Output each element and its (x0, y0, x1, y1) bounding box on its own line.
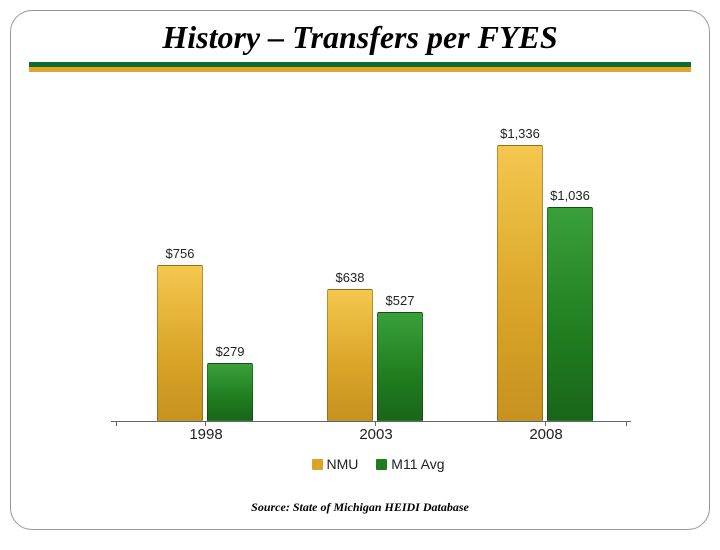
chart-legend: NMU M11 Avg (111, 456, 631, 472)
bar-value-label: $756 (145, 246, 215, 261)
bar-value-label: $1,336 (485, 126, 555, 141)
legend-swatch-m11 (376, 459, 387, 470)
bar-value-label: $1,036 (535, 188, 605, 203)
bar-nmu (327, 289, 373, 421)
slide-frame: History – Transfers per FYES $756 $279 $63… (10, 10, 710, 530)
bar-nmu (497, 145, 543, 421)
bar-value-label: $527 (365, 293, 435, 308)
bar-value-label: $279 (195, 344, 265, 359)
x-axis-label: 2008 (471, 426, 621, 443)
x-axis-label: 1998 (131, 426, 281, 443)
bar-m11avg (207, 363, 253, 421)
source-note: Source: State of Michigan HEIDI Database (11, 500, 709, 515)
bar-m11avg (377, 312, 423, 421)
x-axis-label: 2003 (301, 426, 451, 443)
bar-m11avg (547, 207, 593, 421)
bar-value-label: $638 (315, 270, 385, 285)
slide-title: History – Transfers per FYES (11, 19, 709, 56)
bar-nmu (157, 265, 203, 421)
legend-swatch-nmu (312, 459, 323, 470)
x-tick (626, 421, 627, 426)
chart-area: $756$279$638$527$1,336$1,036 NMU M11 Avg… (111, 111, 631, 461)
divider-gold (29, 67, 691, 72)
x-tick (116, 421, 117, 426)
legend-label-nmu: NMU (327, 456, 359, 472)
chart-plot: $756 $279 $638 $527 $1,336 $1,036 (111, 111, 631, 422)
legend-label-m11: M11 Avg (391, 456, 444, 472)
